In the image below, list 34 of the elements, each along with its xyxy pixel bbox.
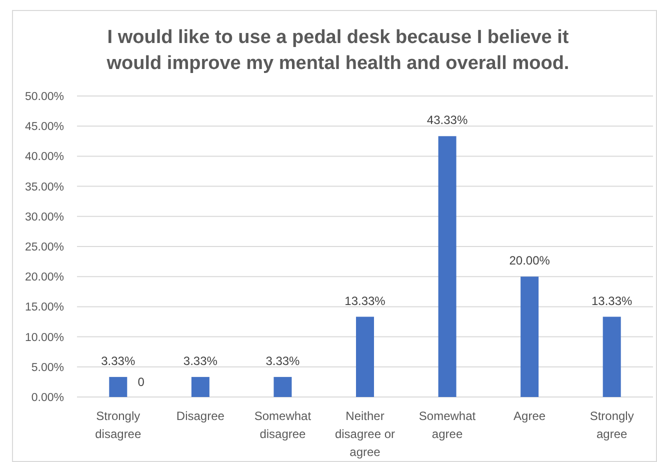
data-label: 13.33% [344,294,386,308]
bar [274,376,292,397]
x-tick-label: Strongly disagree [95,409,142,441]
data-label: 3.33% [266,354,300,368]
y-tick-label: 50.00% [24,91,64,104]
y-tick-label: 10.00% [24,332,64,344]
data-label: 3.33% [183,354,218,368]
y-tick-label: 5.00% [31,362,64,374]
y-tick-label: 30.00% [24,211,64,224]
bar [602,316,621,397]
bar [109,376,128,397]
x-tick-label: Agree [514,409,546,423]
y-tick-label: 35.00% [24,181,64,194]
y-tick-label: 15.00% [24,302,64,314]
bar [191,376,210,397]
data-label: 43.33% [426,113,468,128]
bar [438,136,456,397]
y-tick-label: 20.00% [24,272,64,284]
x-tick-label: Strongly agree [590,409,634,441]
x-tick-label: Disagree [176,409,225,423]
y-tick-label: 25.00% [24,242,64,254]
bar [356,316,374,397]
data-label: 20.00% [509,254,550,268]
x-tick-label: Neither disagree or agree [334,409,396,459]
data-label: 3.33% [101,354,136,368]
x-tick-label: Somewhat disagree [254,409,312,441]
bar [520,276,539,397]
x-tick-label: Somewhat agree [418,409,476,441]
chart-title: I would like to use a pedal desk because I believe it would improve my mental health and overall mood. [106,27,570,74]
annotation: 0 [138,375,145,389]
data-label: 13.33% [592,294,633,308]
y-tick-label: 40.00% [24,151,64,164]
y-tick-label: 45.00% [24,121,64,134]
y-tick-label: 0.00% [31,392,64,404]
